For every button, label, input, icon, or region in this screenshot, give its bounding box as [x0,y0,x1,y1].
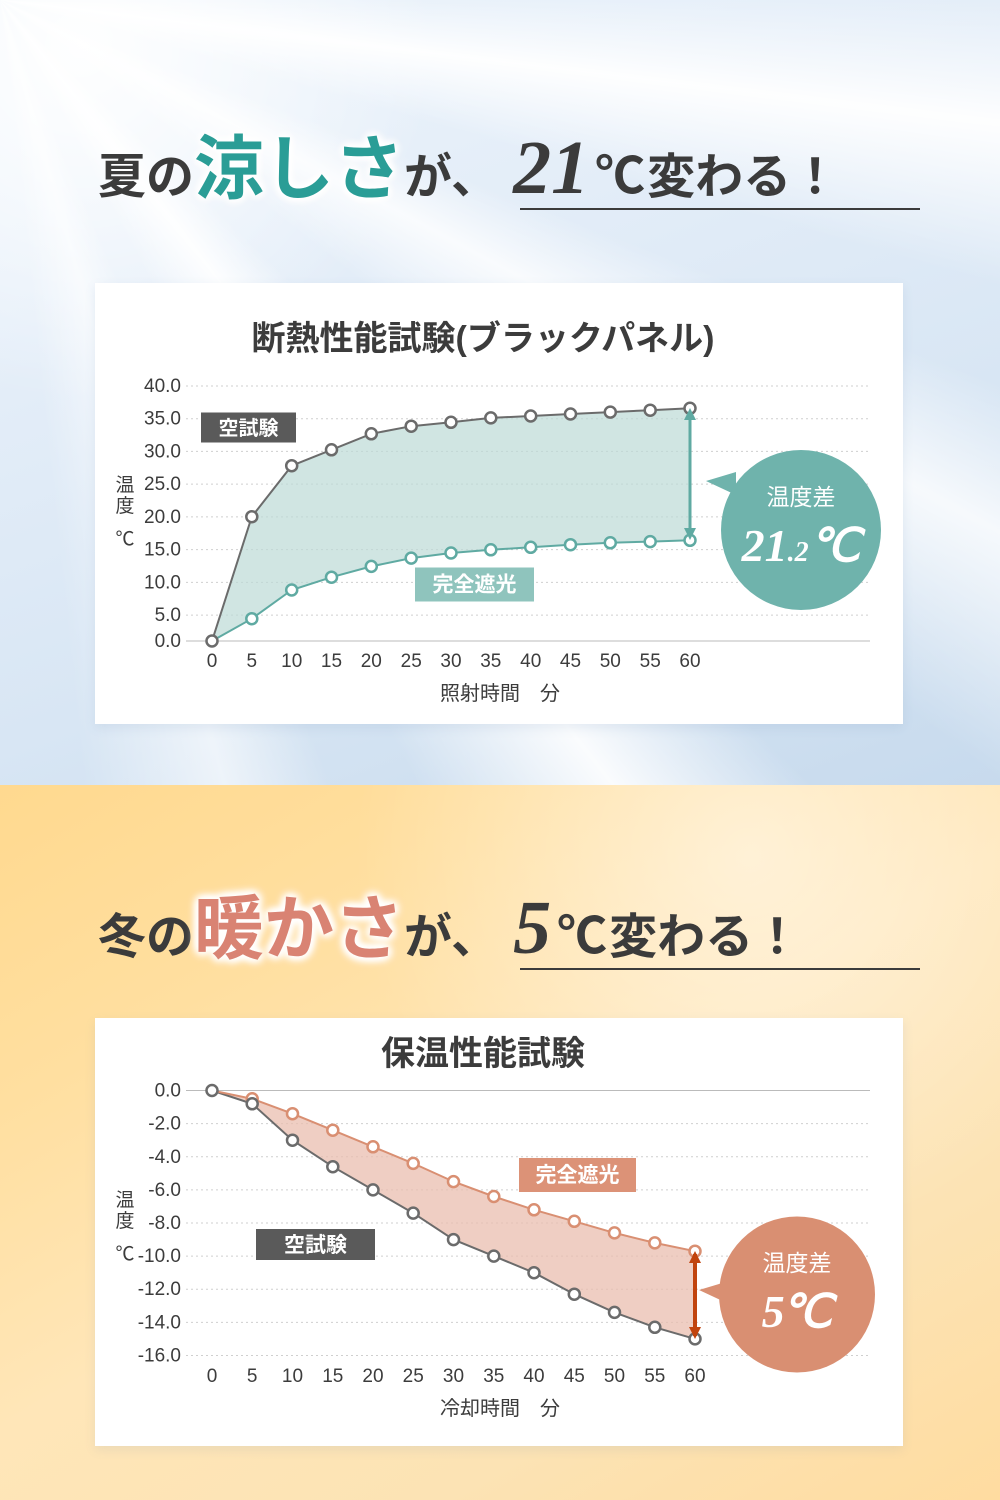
svg-text:10: 10 [281,651,302,672]
svg-text:-14.0: -14.0 [138,1312,181,1333]
svg-text:40: 40 [523,1366,544,1387]
svg-text:50: 50 [604,1366,625,1387]
svg-text:30.0: 30.0 [144,441,181,462]
svg-text:40: 40 [520,651,541,672]
svg-text:35: 35 [483,1366,504,1387]
svg-text:10.0: 10.0 [144,572,181,593]
svg-text:-2.0: -2.0 [148,1114,181,1135]
svg-text:度: 度 [115,495,134,517]
svg-text:5℃: 5℃ [762,1286,838,1337]
svg-text:断熱性能試験(ブラックパネル): 断熱性能試験(ブラックパネル) [252,319,715,358]
svg-text:20: 20 [362,1366,383,1387]
svg-text:-10.0: -10.0 [138,1246,181,1267]
svg-text:10: 10 [282,1366,303,1387]
svg-text:60: 60 [684,1366,705,1387]
svg-text:保温性能試験: 保温性能試験 [381,1035,585,1073]
svg-text:冷却時間 分: 冷却時間 分 [440,1397,560,1420]
svg-text:30: 30 [443,1366,464,1387]
svg-text:温: 温 [115,474,134,496]
svg-text:55: 55 [640,651,661,672]
svg-text:35: 35 [480,651,501,672]
svg-text:完全遮光: 完全遮光 [433,574,517,597]
svg-text:-8.0: -8.0 [148,1213,181,1234]
svg-text:15: 15 [321,651,342,672]
svg-text:-16.0: -16.0 [138,1346,181,1367]
svg-text:0.0: 0.0 [155,631,181,652]
svg-text:45: 45 [560,651,581,672]
svg-text:5.0: 5.0 [155,605,181,626]
svg-text:55: 55 [644,1366,665,1387]
svg-text:0: 0 [207,1366,218,1387]
svg-text:空試験: 空試験 [219,417,279,440]
svg-text:15.0: 15.0 [144,540,181,561]
svg-text:温度差: 温度差 [767,484,836,510]
svg-text:0.0: 0.0 [155,1081,181,1102]
svg-text:完全遮光: 完全遮光 [536,1164,620,1187]
svg-text:40.0: 40.0 [144,376,181,397]
svg-text:20: 20 [361,651,382,672]
svg-text:0: 0 [207,651,218,672]
svg-text:℃: ℃ [115,529,134,550]
svg-text:15: 15 [322,1366,343,1387]
svg-text:60: 60 [679,651,700,672]
svg-text:30: 30 [440,651,461,672]
svg-text:25: 25 [403,1366,424,1387]
svg-text:照射時間 分: 照射時間 分 [440,682,560,705]
svg-text:5: 5 [247,1366,258,1387]
svg-text:温: 温 [115,1189,134,1211]
svg-text:-12.0: -12.0 [138,1279,181,1300]
svg-text:20.0: 20.0 [144,507,181,528]
svg-text:-6.0: -6.0 [148,1180,181,1201]
svg-text:-4.0: -4.0 [148,1147,181,1168]
svg-text:空試験: 空試験 [284,1234,347,1257]
svg-text:45: 45 [564,1366,585,1387]
svg-text:℃: ℃ [115,1244,134,1265]
svg-text:35.0: 35.0 [144,409,181,430]
svg-text:度: 度 [115,1210,134,1232]
svg-text:25: 25 [401,651,422,672]
svg-text:5: 5 [247,651,258,672]
svg-text:温度差: 温度差 [763,1250,832,1276]
svg-text:50: 50 [600,651,621,672]
svg-text:25.0: 25.0 [144,474,181,495]
